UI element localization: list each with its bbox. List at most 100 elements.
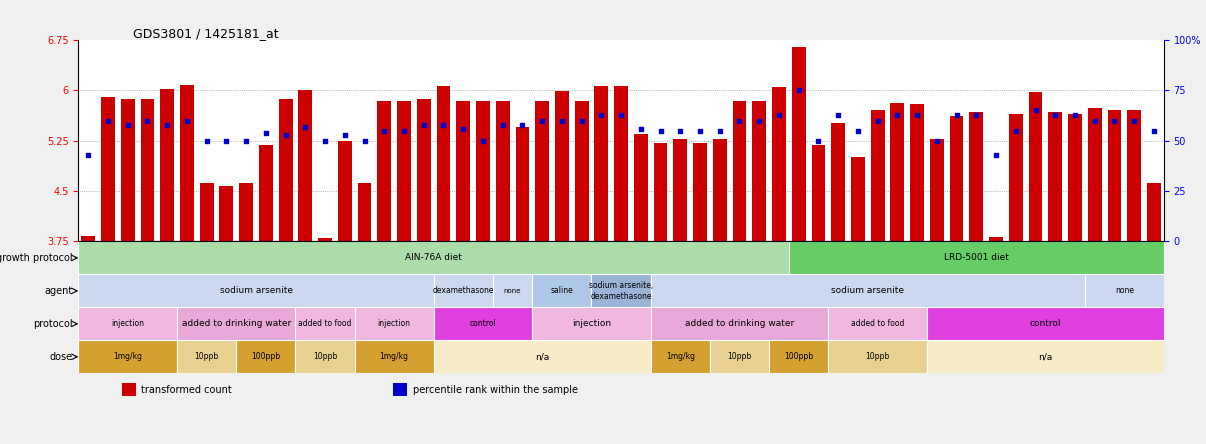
- Point: [552, 117, 572, 124]
- Bar: [651, 341, 710, 373]
- Text: 10ppb: 10ppb: [866, 352, 890, 361]
- Text: none: none: [1114, 286, 1134, 295]
- Bar: [239, 183, 253, 242]
- Text: saline: saline: [550, 286, 573, 295]
- Bar: [829, 307, 927, 341]
- Point: [177, 117, 197, 124]
- Point: [236, 137, 256, 144]
- Bar: [355, 307, 434, 341]
- Point: [256, 129, 275, 136]
- Bar: [298, 90, 312, 242]
- Point: [453, 125, 473, 132]
- Bar: [1029, 91, 1042, 242]
- Bar: [496, 101, 510, 242]
- Text: added to drinking water: added to drinking water: [182, 319, 291, 329]
- Point: [375, 127, 394, 134]
- Bar: [930, 139, 944, 242]
- Point: [316, 137, 335, 144]
- Bar: [614, 86, 628, 242]
- Bar: [434, 341, 651, 373]
- Point: [197, 137, 216, 144]
- Point: [750, 117, 769, 124]
- Bar: [555, 91, 569, 242]
- Text: added to food: added to food: [298, 319, 352, 329]
- Text: 10ppb: 10ppb: [727, 352, 751, 361]
- Bar: [713, 139, 727, 242]
- Point: [690, 127, 709, 134]
- Bar: [673, 139, 687, 242]
- Bar: [532, 307, 651, 341]
- Point: [1065, 111, 1084, 118]
- Bar: [295, 307, 355, 341]
- Bar: [397, 101, 411, 242]
- Point: [1046, 111, 1065, 118]
- Text: none: none: [504, 288, 521, 294]
- Point: [907, 111, 926, 118]
- Text: GDS3801 / 1425181_at: GDS3801 / 1425181_at: [133, 27, 279, 40]
- Text: LRD-5001 diet: LRD-5001 diet: [944, 254, 1008, 262]
- Point: [434, 121, 453, 128]
- Bar: [295, 341, 355, 373]
- Bar: [911, 104, 924, 242]
- Bar: [812, 145, 825, 242]
- Point: [1105, 117, 1124, 124]
- Text: added to food: added to food: [851, 319, 904, 329]
- Text: 100ppb: 100ppb: [251, 352, 281, 361]
- Point: [967, 111, 987, 118]
- Point: [927, 137, 947, 144]
- Point: [730, 117, 749, 124]
- Bar: [693, 143, 707, 242]
- Text: control: control: [469, 319, 497, 329]
- Point: [473, 137, 492, 144]
- Text: added to drinking water: added to drinking water: [685, 319, 794, 329]
- Point: [335, 131, 355, 138]
- Bar: [417, 99, 431, 242]
- Bar: [358, 183, 371, 242]
- Text: AIN-76A diet: AIN-76A diet: [405, 254, 462, 262]
- Bar: [789, 242, 1164, 274]
- Bar: [949, 116, 964, 242]
- Text: sodium arsenite: sodium arsenite: [219, 286, 293, 295]
- Text: n/a: n/a: [535, 352, 549, 361]
- Point: [118, 121, 137, 128]
- Bar: [377, 101, 391, 242]
- Text: 1mg/kg: 1mg/kg: [380, 352, 409, 361]
- Bar: [532, 274, 591, 307]
- Bar: [772, 87, 786, 242]
- Bar: [927, 341, 1164, 373]
- Bar: [1048, 112, 1062, 242]
- Point: [829, 111, 848, 118]
- Bar: [634, 134, 648, 242]
- Text: 10ppb: 10ppb: [312, 352, 338, 361]
- Bar: [476, 101, 490, 242]
- Bar: [78, 307, 177, 341]
- Bar: [279, 99, 293, 242]
- Point: [158, 121, 177, 128]
- Point: [1026, 107, 1046, 114]
- Bar: [1107, 111, 1122, 242]
- Text: sodium arsenite,
dexamethasone: sodium arsenite, dexamethasone: [589, 281, 654, 301]
- Point: [276, 131, 295, 138]
- Bar: [575, 101, 589, 242]
- Point: [217, 137, 236, 144]
- Text: transformed count: transformed count: [141, 385, 232, 395]
- Point: [99, 117, 118, 124]
- Bar: [710, 341, 769, 373]
- Bar: [141, 99, 154, 242]
- Bar: [831, 123, 845, 242]
- Bar: [78, 274, 434, 307]
- Bar: [732, 101, 747, 242]
- Bar: [200, 183, 213, 242]
- Bar: [177, 341, 236, 373]
- Text: dexamethasone: dexamethasone: [433, 286, 494, 295]
- Point: [809, 137, 829, 144]
- Text: 10ppb: 10ppb: [194, 352, 218, 361]
- Bar: [970, 112, 983, 242]
- Bar: [101, 97, 115, 242]
- Bar: [890, 103, 904, 242]
- Point: [888, 111, 907, 118]
- Text: growth protocol: growth protocol: [0, 253, 74, 263]
- Text: percentile rank within the sample: percentile rank within the sample: [412, 385, 578, 395]
- Point: [137, 117, 157, 124]
- Bar: [1009, 114, 1023, 242]
